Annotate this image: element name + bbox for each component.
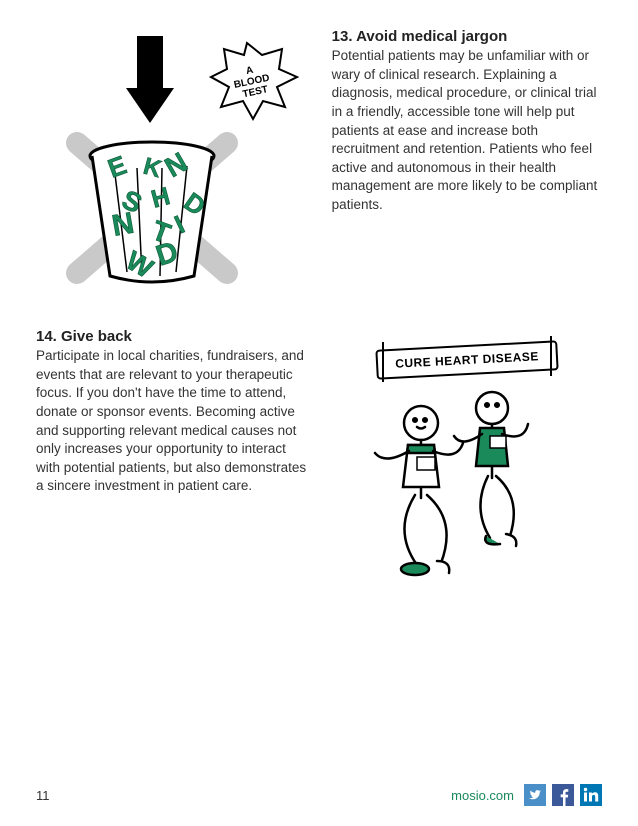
section-14-text: 14. Give back Participate in local chari… [36, 328, 308, 608]
page-footer: 11 mosio.com [36, 784, 602, 806]
linkedin-icon[interactable] [580, 784, 602, 806]
section-14: 14. Give back Participate in local chari… [36, 328, 602, 608]
footer-site-link[interactable]: mosio.com [451, 788, 514, 803]
section-14-body: Participate in local charities, fundrais… [36, 347, 308, 496]
facebook-icon[interactable] [552, 784, 574, 806]
section-13-illustration: A BLOOD TEST E [36, 28, 308, 288]
section-13-body: Potential patients may be unfamiliar wit… [332, 47, 602, 215]
page-number: 11 [36, 788, 50, 803]
section-13-text: 13. Avoid medical jargon Potential patie… [332, 28, 602, 288]
section-13-heading: 13. Avoid medical jargon [332, 28, 602, 45]
twitter-icon[interactable] [524, 784, 546, 806]
section-14-illustration: CURE HEART DISEASE [332, 328, 602, 608]
section-13: A BLOOD TEST E [36, 28, 602, 288]
section-14-heading: 14. Give back [36, 328, 308, 345]
